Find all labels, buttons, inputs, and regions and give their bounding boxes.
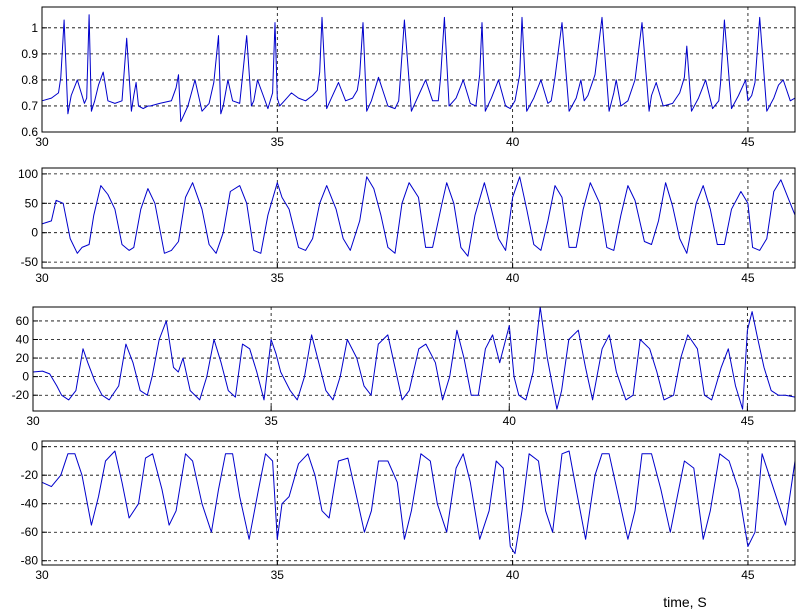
panel-3-xtick-label-0: 30	[26, 414, 40, 428]
panel-3-ytick-label-0: -20	[12, 388, 30, 402]
panel-1-ytick-label-2: 0.8	[21, 73, 38, 87]
panel-1-ytick-label-1: 0.7	[21, 99, 38, 113]
panel-2-series-line-0	[41, 176, 796, 257]
panel-4-xtick-label-3: 45	[741, 568, 755, 582]
panel-3-xtick-label-2: 40	[503, 414, 517, 428]
panel-2: 30 35 40 45 -50 0 50 100	[18, 167, 796, 285]
panel-1-ytick-label-3: 0.9	[21, 47, 38, 61]
panel-4-xtick-label-0: 30	[35, 568, 49, 582]
panel-4-ytick-label-2: -40	[21, 497, 39, 511]
panel-3-ytick-label-4: 60	[16, 314, 30, 328]
panel-2-xtick-label-0: 30	[35, 271, 49, 285]
panel-1-xtick-label-2: 40	[506, 135, 520, 149]
panel-3-frame	[32, 306, 796, 412]
panel-1-frame	[41, 6, 796, 133]
panel-1-xtick-label-0: 30	[35, 135, 49, 149]
panel-2-xtick-label-1: 35	[271, 271, 285, 285]
panel-4-background	[42, 441, 795, 565]
panel-2-ytick-label-2: 50	[25, 196, 39, 210]
panel-3-xtick-label-1: 35	[264, 414, 278, 428]
panel-4-ytick-label-1: -60	[21, 525, 39, 539]
panel-2-ytick-label-3: 100	[18, 167, 38, 181]
panel-2-ytick-label-1: 0	[31, 226, 38, 240]
panel-4-ytick-label-4: 0	[31, 440, 38, 454]
panel-1: 30 35 40 45 0.6 0.7 0.8 0.9 1	[21, 6, 796, 149]
panel-4-frame	[41, 440, 796, 566]
panel-2-ytick-label-0: -50	[21, 255, 39, 269]
panel-1-ytick-label-4: 1	[31, 21, 38, 35]
panel-2-xtick-label-2: 40	[506, 271, 520, 285]
panel-1-series-line-0	[41, 14, 796, 123]
panel-2-background	[42, 168, 795, 268]
panel-4: 30 35 40 45 -80 -60 -40 -20 0	[21, 440, 796, 582]
panel-3-xtick-label-3: 45	[741, 414, 755, 428]
panel-1-xtick-label-3: 45	[741, 135, 755, 149]
panel-1-ytick-label-0: 0.6	[21, 125, 38, 139]
panel-4-ytick-label-3: -20	[21, 468, 39, 482]
panel-1-background	[42, 7, 795, 132]
panel-3-background	[33, 307, 795, 411]
panel-3-ytick-label-3: 40	[16, 333, 30, 347]
panel-3-series-line-0	[32, 306, 796, 410]
panel-1-xtick-label-1: 35	[271, 135, 285, 149]
panel-3-ytick-label-1: 0	[22, 370, 29, 384]
panel-4-ytick-label-0: -80	[21, 554, 39, 568]
panel-2-frame	[41, 167, 796, 269]
x-axis-label: time, S	[663, 594, 707, 610]
panel-3-ytick-label-2: 20	[16, 351, 30, 365]
panel-4-series-line-0	[41, 450, 796, 555]
panel-4-xtick-label-1: 35	[271, 568, 285, 582]
panel-4-xtick-label-2: 40	[506, 568, 520, 582]
panel-2-xtick-label-3: 45	[741, 271, 755, 285]
panel-3: 30 35 40 45 -20 0 20 40 60	[12, 306, 796, 428]
